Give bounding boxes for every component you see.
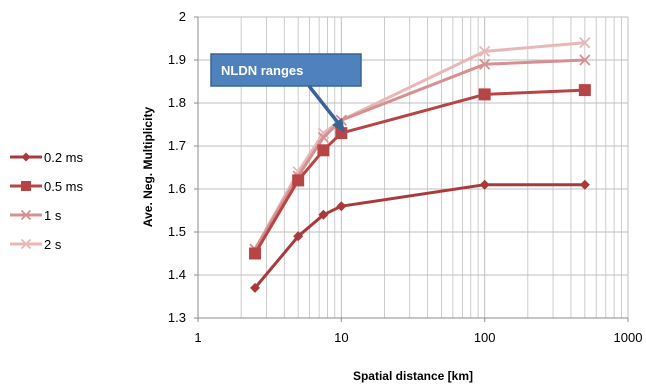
callout-box [210,53,362,87]
data-point-marker [578,84,591,97]
series-line [253,183,585,289]
marker-stroke [317,131,330,144]
data-point-marker [579,179,590,190]
data-point-marker [479,58,491,70]
legend: 0.2 ms 0.5 ms 1 s 2 s [10,150,84,252]
legend-entry: 1 s [10,208,62,223]
data-point-marker [317,131,330,144]
series-line [253,41,585,250]
data-point-marker [249,247,262,260]
marker-stroke [20,209,32,221]
y-tick-label: 1.5 [168,224,186,239]
data-point-marker [20,238,32,250]
legend-entry: 0.5 ms [10,179,84,194]
axes: 1.3 1.4 1.5 1.6 1.7 1.8 1.9 2 1 10 100 1000 [168,9,643,345]
y-tick-label: 1.4 [168,267,186,282]
x-axis-title: Spatial distance [km] [353,369,473,383]
data-point-marker [579,37,591,49]
data-point-marker [250,282,261,293]
data-point-marker [478,88,491,101]
y-tick-label: 1.8 [168,95,186,110]
legend-entry: 0.2 ms [10,150,84,165]
data-point-marker [21,181,31,191]
marker-stroke [479,45,491,58]
y-tick-label: 1.3 [168,310,186,325]
data-point-marker [479,45,491,58]
marker-stroke [579,54,591,66]
data-point-marker [317,144,330,157]
data-point-marker [293,231,304,242]
x-tick-label: 1000 [614,330,643,345]
legend-label: 2 s [44,237,62,252]
series-lines [249,37,591,293]
callout-label: NLDN ranges [221,63,303,78]
legend-entry: 2 s [10,237,62,252]
series-0_5-ms [249,84,591,260]
y-axis-title: Ave. Neg. Multiplicity [141,107,155,228]
data-point-marker [317,127,330,139]
data-point-marker [579,54,591,66]
legend-label: 0.5 ms [44,179,84,194]
marker-stroke [479,58,491,70]
series-line [253,58,585,250]
y-tick-label: 1.6 [168,181,186,196]
legend-label: 0.2 ms [44,150,84,165]
y-tick-label: 1.7 [168,138,186,153]
marker-stroke [579,37,591,49]
y-tick-label: 1.9 [168,52,186,67]
data-point-marker [21,152,31,162]
data-point-marker [292,174,305,187]
data-point-marker [479,179,490,190]
x-tick-label: 1 [194,330,201,345]
series-line [253,88,585,255]
callout-arrow-shaft [307,84,341,126]
marker-stroke [317,127,330,139]
legend-label: 1 s [44,208,62,223]
data-point-marker [318,209,329,220]
x-tick-label: 100 [474,330,496,345]
callout-arrowhead [332,118,345,133]
series-0_2-ms [250,179,590,293]
data-point-marker [336,201,347,212]
y-tick-label: 2 [179,9,186,24]
callout: NLDN ranges [210,53,362,133]
marker-stroke [20,238,32,250]
data-point-marker [20,209,32,221]
x-tick-label: 10 [334,330,348,345]
